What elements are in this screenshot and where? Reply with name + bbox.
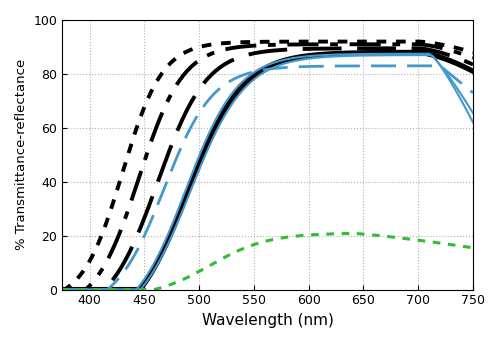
Y-axis label: % Transmittance-reflectance: % Transmittance-reflectance	[15, 59, 28, 250]
X-axis label: Wavelength (nm): Wavelength (nm)	[202, 313, 334, 328]
